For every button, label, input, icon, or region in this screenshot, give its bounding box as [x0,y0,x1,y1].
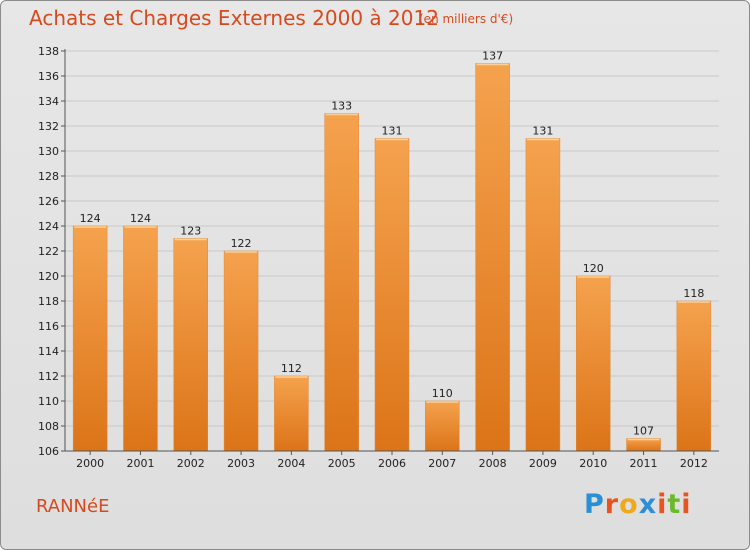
axes: 106 108 110 112 114 116 118 120 122 124 126 128 130 1… [38,45,719,470]
bar-2001 [123,225,158,452]
y-tick-label: 128 [38,170,59,183]
bar-2008 [475,63,510,452]
logo-letter: t [667,489,682,520]
y-tick-label: 108 [38,420,59,433]
y-tick-label: 138 [38,45,59,58]
bar-2005 [324,113,359,452]
bar-2000 [72,225,108,452]
logo-letter: x [638,489,658,520]
town-name: RANNéE [36,496,110,517]
x-tick-label: 2006 [378,457,406,470]
x-tick-label: 2010 [579,457,607,470]
logo-letter: r [604,489,620,520]
logo-letter: i [681,489,692,520]
data-label: 122 [231,237,252,250]
y-tick-label: 110 [38,395,59,408]
y-tick-label: 126 [38,195,59,208]
y-tick-label: 120 [38,270,59,283]
y-tick-label: 136 [38,70,59,83]
logo-letter: o [619,489,639,520]
data-label: 124 [130,212,151,225]
bar-2007 [425,400,460,452]
data-label: 107 [633,425,654,438]
y-tick-label: 114 [38,345,59,358]
bar-2004 [274,375,309,452]
bars: 124 124 123 122 112 133 131 110 137 131 120 107 118 [72,50,712,452]
y-tick-label: 116 [38,320,59,333]
bar-2010 [575,275,611,452]
x-tick-label: 2002 [177,457,205,470]
data-label: 137 [482,50,503,63]
chart-title: Achats et Charges Externes 2000 à 2012 [29,6,439,30]
data-label: 120 [583,262,604,275]
bar-2006 [374,138,410,452]
y-tick-label: 132 [38,120,59,133]
x-tick-label: 2005 [328,457,356,470]
x-tick-label: 2011 [630,457,658,470]
bar-2012 [676,300,712,452]
data-label: 110 [432,387,453,400]
x-tick-label: 2008 [479,457,507,470]
x-tick-label: 2012 [680,457,708,470]
chart-subtitle: (en milliers d'€) [419,12,514,26]
data-label: 133 [331,100,352,113]
bar-2011 [626,438,661,452]
x-tick-label: 2003 [227,457,255,470]
y-tick-label: 122 [38,245,59,258]
data-label: 124 [80,212,101,225]
x-tick-label: 2004 [277,457,305,470]
data-label: 118 [683,287,704,300]
y-tick-label: 134 [38,95,59,108]
logo-letter: P [584,489,605,520]
y-tick-label: 112 [38,370,59,383]
data-label: 131 [532,125,553,138]
data-label: 123 [180,225,201,238]
x-tick-label: 2007 [428,457,456,470]
y-tick-label: 130 [38,145,59,158]
y-tick-label: 106 [38,445,59,458]
bar-2009 [525,138,561,452]
data-label: 131 [382,125,403,138]
bar-2002 [173,238,209,452]
x-tick-label: 2001 [126,457,154,470]
y-tick-label: 124 [38,220,59,233]
y-tick-label: 118 [38,295,59,308]
data-label: 112 [281,362,302,375]
x-tick-label: 2000 [76,457,104,470]
logo-letter: i [657,489,668,520]
proxiti-logo: Proxiti [584,489,692,520]
bar-2003 [223,250,259,452]
x-tick-label: 2009 [529,457,557,470]
